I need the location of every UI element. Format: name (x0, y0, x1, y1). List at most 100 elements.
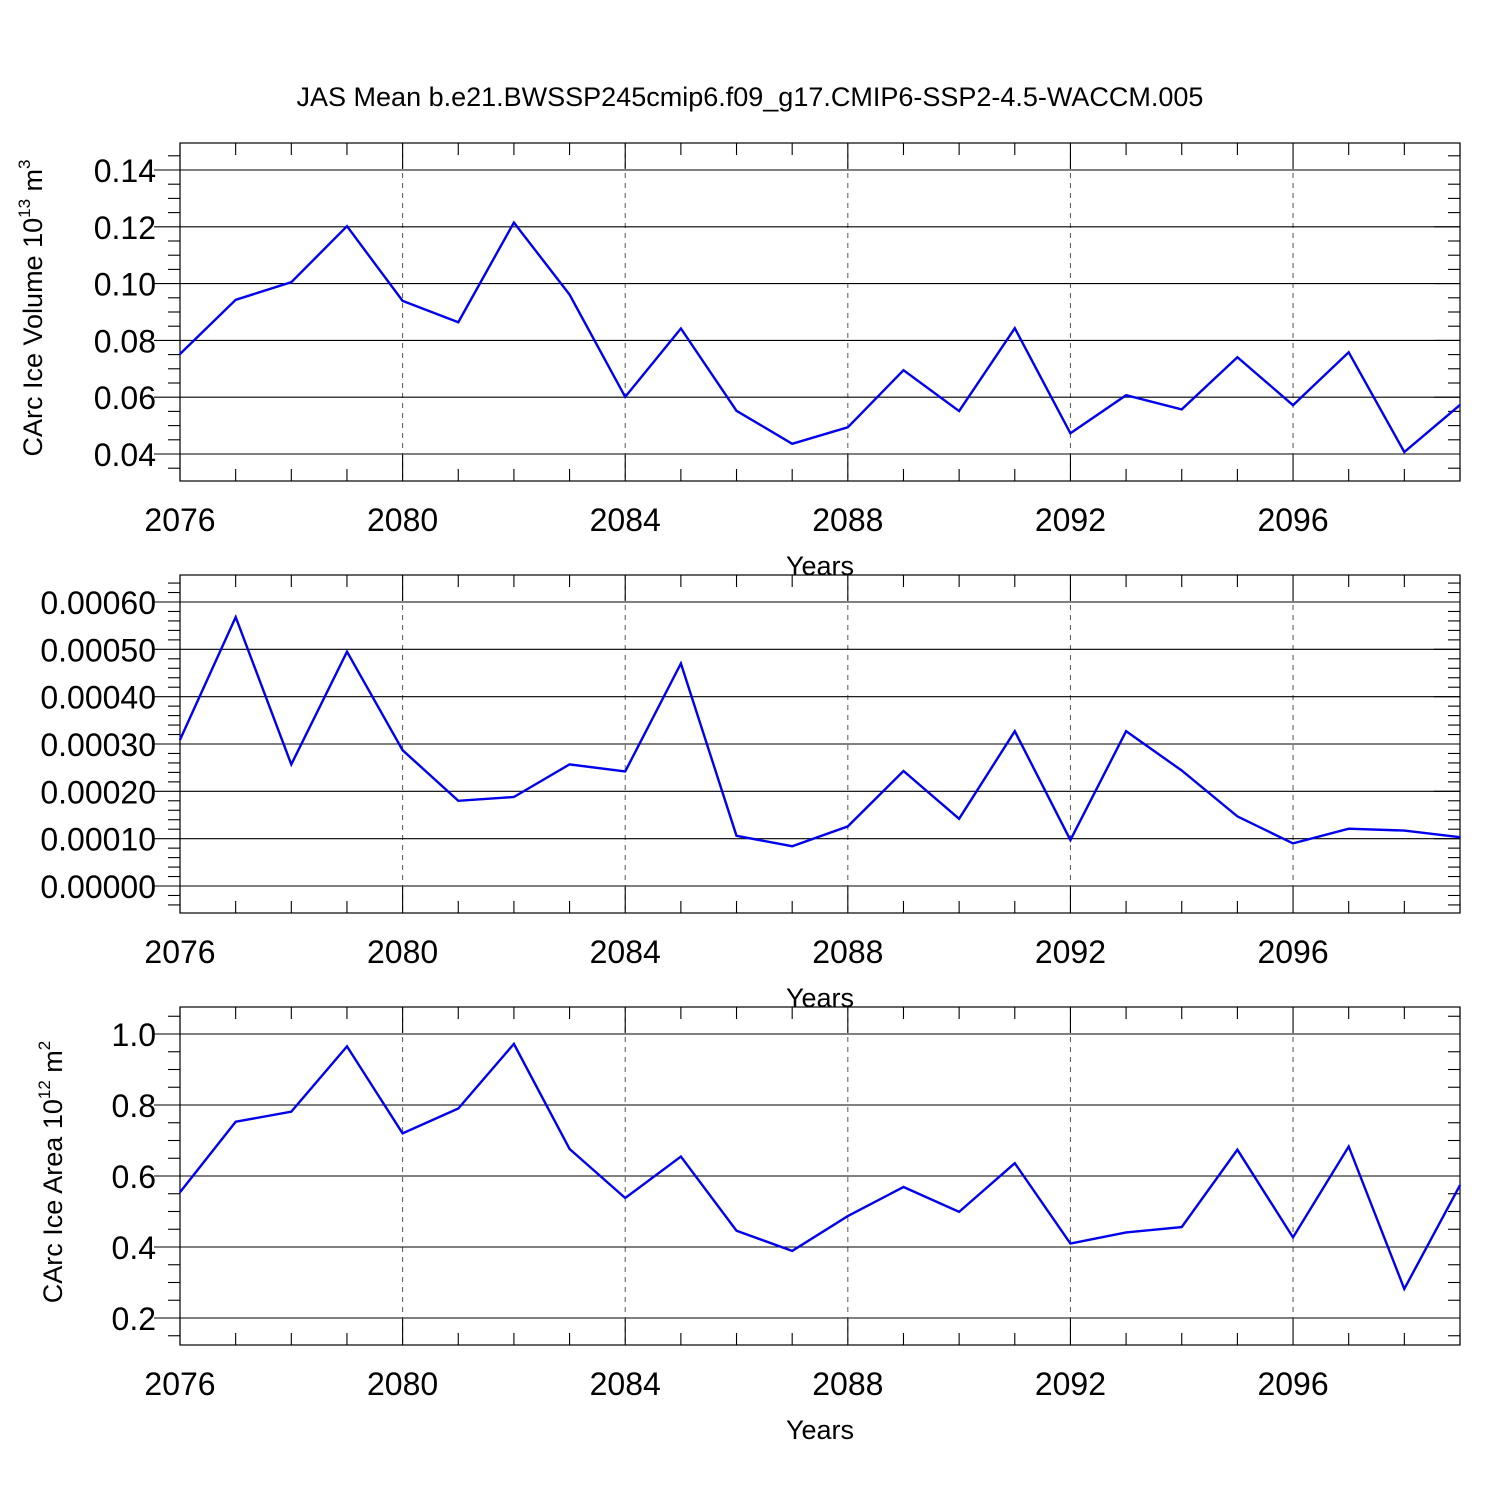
panel-middle-xtick-label: 2084 (590, 934, 661, 970)
panel-area-xtick-label: 2092 (1035, 1366, 1106, 1402)
panel-volume-data-point (791, 442, 793, 445)
panel-volume-data-point (680, 327, 682, 330)
panel-middle-data-point (735, 835, 738, 837)
panel-area-data-point (1292, 1236, 1294, 1239)
panel-volume-data-point (1459, 404, 1461, 406)
panel-volume-ytick-label: 0.12 (94, 210, 156, 246)
panel-middle-data-point (1013, 730, 1016, 733)
panel-volume-series-line (179, 220, 1461, 454)
panel-volume-data-point (346, 225, 348, 228)
panel-volume-data-point (1180, 408, 1183, 411)
panel-volume-data-point (179, 353, 181, 355)
panel-middle-data-point (290, 763, 293, 766)
panel-area-data-point (1403, 1288, 1406, 1290)
panel-area-data-point (624, 1197, 627, 1199)
panel-area-ytick-label: 1.0 (112, 1017, 156, 1053)
panel-volume-ytick-label: 0.04 (94, 437, 156, 473)
panel-middle-data-point (902, 770, 905, 772)
panel-area-data-point (234, 1120, 237, 1123)
panel-volume-xlabel: Years (786, 551, 854, 581)
panel-middle-series-line (178, 613, 1461, 848)
panel-middle-data-point (346, 650, 348, 653)
panel-middle-data-point (1347, 827, 1350, 830)
panel-middle-data-point (680, 662, 682, 665)
panel-area-xtick-label: 2084 (590, 1366, 661, 1402)
panel-middle-xtick-label: 2088 (812, 934, 883, 970)
panel-middle-data-point (568, 763, 571, 766)
panel-middle-data-point (1403, 829, 1406, 832)
panel-area-xtick-label: 2088 (812, 1366, 883, 1402)
panel-area-ytick-label: 0.2 (112, 1301, 156, 1337)
panel-area-ytick-label: 0.6 (112, 1159, 156, 1195)
panel-area-data-point (958, 1211, 960, 1213)
panel-volume-ytick-label: 0.06 (94, 380, 156, 416)
panel-area-xlabel: Years (786, 1415, 854, 1445)
panel-volume-data-point (1347, 351, 1350, 354)
panel-area-data-point (568, 1148, 571, 1150)
panel-middle-data-point (1180, 769, 1183, 772)
panel-middle-data-point (1459, 836, 1461, 839)
panel-middle-data-point (457, 800, 460, 802)
panel-area-data-point (290, 1110, 293, 1113)
panel-middle-data-point (513, 796, 515, 798)
panel-area-ytick-label: 0.4 (112, 1230, 156, 1266)
panel-area-xtick-label: 2076 (144, 1366, 215, 1402)
panel-area-data-point (513, 1043, 515, 1045)
panel-volume-xtick-label: 2076 (144, 502, 215, 538)
panel-volume-data-point (624, 396, 627, 398)
panel-middle-xtick-label: 2080 (367, 934, 438, 970)
panel-volume-ytick-label: 0.14 (94, 153, 156, 189)
panel-volume-data-point (847, 426, 849, 429)
panel-middle-ytick-label: 0.00000 (40, 869, 156, 905)
panel-area-data-point (902, 1186, 905, 1188)
panel-area-data-point (1069, 1242, 1072, 1245)
panel-volume-data-point (513, 221, 515, 224)
panel-volume-xtick-label: 2088 (812, 502, 883, 538)
panel-volume-data-point (1292, 404, 1294, 406)
panel-area-data-point (401, 1132, 404, 1135)
panel-middle-xtick-label: 2076 (144, 934, 215, 970)
chart-title: JAS Mean b.e21.BWSSP245cmip6.f09_g17.CMI… (297, 82, 1204, 112)
panel-volume-xtick-label: 2084 (590, 502, 661, 538)
panel-middle-data-point (401, 749, 404, 751)
panel-area-data-point (680, 1155, 682, 1158)
panel-middle-data-point (1069, 839, 1072, 841)
panel-area-data-point (346, 1045, 348, 1048)
panel-middle-data-point (1236, 815, 1239, 818)
panel-volume-data-point (902, 369, 905, 372)
panel-middle-ytick-label: 0.00020 (40, 774, 156, 810)
panel-middle-ytick-label: 0.00010 (40, 822, 156, 858)
panel-middle-data-point (847, 825, 849, 828)
panel-volume-data-point (1069, 432, 1072, 435)
panel-volume-data-point (1013, 327, 1016, 329)
panel-volume-data-point (401, 300, 404, 302)
panel-area-data-point (1347, 1145, 1350, 1148)
panel-middle-ytick-label: 0.00040 (40, 680, 156, 716)
panel-volume-data-point (1403, 451, 1406, 453)
panel-area-data-point (1013, 1162, 1016, 1165)
panel-volume-data-point (1236, 356, 1239, 358)
panel-volume-xtick-label: 2080 (367, 502, 438, 538)
panel-area-xtick-label: 2096 (1257, 1366, 1328, 1402)
panel-middle-data-point (624, 770, 627, 773)
panel-area-data-point (735, 1229, 738, 1232)
panel-area-ytick-label: 0.8 (112, 1088, 156, 1124)
panel-volume-xtick-label: 2092 (1035, 502, 1106, 538)
panel-volume-ylabel: CArc Ice Volume 1013 m3 (15, 159, 48, 456)
panel-volume-ytick-label: 0.10 (94, 267, 156, 303)
panel-middle-xlabel: Years (786, 983, 854, 1013)
panel-middle-ytick-label: 0.00050 (40, 632, 156, 668)
panel-volume-data-point (568, 293, 571, 296)
panel-area-data-point (1459, 1184, 1461, 1187)
panel-middle-data-point (234, 616, 237, 618)
panel-volume-frame (179, 142, 1461, 482)
panel-area-ylabel: CArc Ice Area 1012 m2 (35, 1041, 68, 1304)
panel-volume-data-point (457, 321, 460, 324)
panel-area-data-point (791, 1250, 793, 1252)
panel-area-series-line (179, 1041, 1462, 1292)
panel-area-data-point (457, 1107, 460, 1110)
panel-middle-xtick-label: 2096 (1257, 934, 1328, 970)
panel-middle-data-point (958, 817, 960, 820)
panel-middle-ytick-label: 0.00060 (40, 585, 156, 621)
